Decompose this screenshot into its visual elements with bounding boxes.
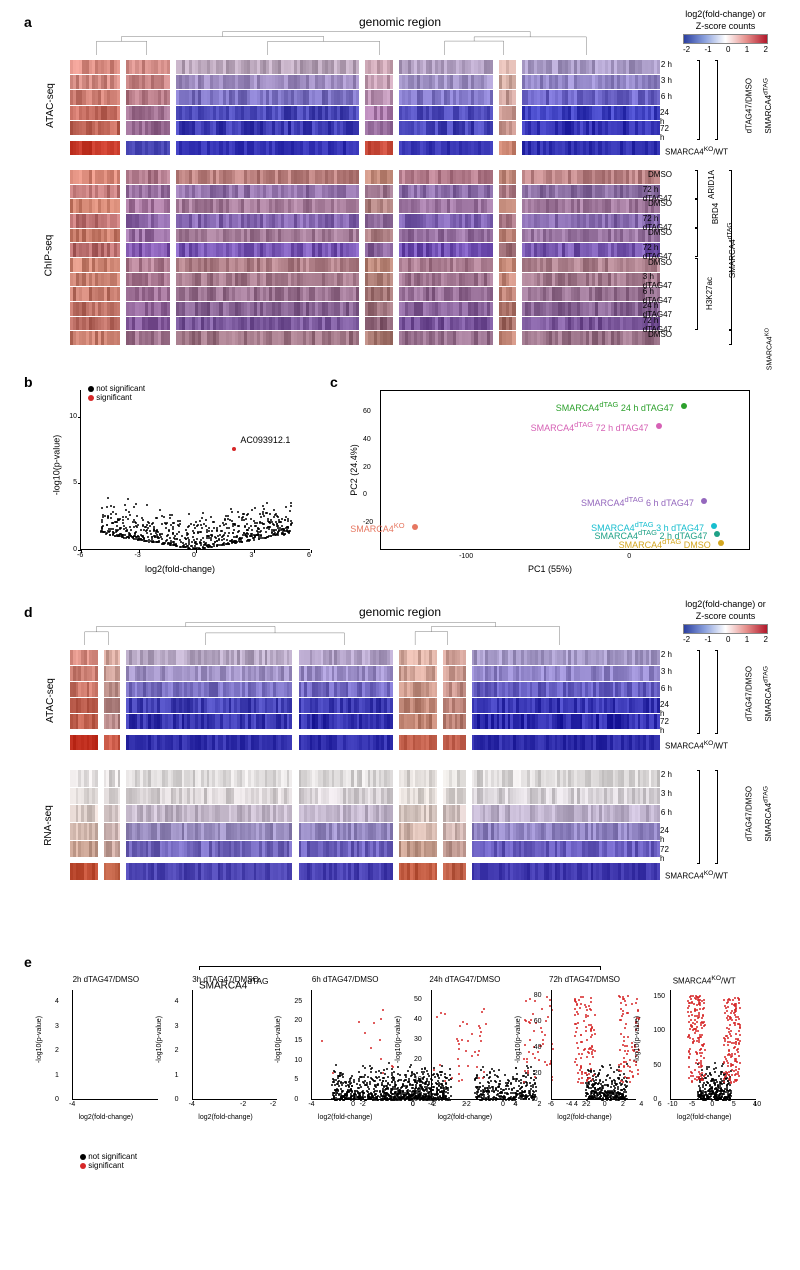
panel-d-title: genomic region (359, 605, 441, 619)
panel-b: not significant significant -6-30360510A… (40, 380, 320, 580)
side-label-rna-d: RNA-seq (43, 805, 54, 846)
dendrogram-d (70, 620, 660, 645)
panel-label-e: e (24, 954, 32, 970)
panel-label-a: a (24, 14, 32, 30)
panel-d: genomic region log2(fold-change) or Z-sc… (40, 610, 760, 920)
mini-volcano: 3h dTAG47/DMSO-4-202401234-log10(p-value… (170, 985, 282, 1125)
side-label-atac-d: ATAC-seq (45, 678, 56, 723)
panel-c: -1000-200204060SMARCA4dTAG 24 h dTAG47SM… (340, 380, 760, 580)
mini-volcano: 72h dTAG47/DMSO-6-4-20246020406080-log10… (529, 985, 641, 1125)
ylabel-b: -log10(p-value) (51, 435, 61, 496)
side-label-chip: ChIP-seq (43, 235, 54, 277)
heatmap-d-rna (70, 770, 660, 880)
ylabel-c: PC2 (24.4%) (349, 444, 359, 496)
side-label-atac: ATAC-seq (45, 83, 56, 128)
panel-label-c: c (330, 374, 338, 390)
panel-a-title: genomic region (359, 15, 441, 29)
mini-volcano: 6h dTAG47/DMSO-4-20240510152025-log10(p-… (289, 985, 401, 1125)
panel-e: SMARCA4dTAG 2h dTAG47/DMSO-4-202401234-l… (40, 960, 760, 1200)
legend-e: not significant significant (80, 1152, 137, 1170)
xlabel-b: log2(fold-change) (145, 564, 215, 574)
heatmap-a-chip (70, 170, 660, 345)
heatmap-a-atac (70, 60, 660, 155)
mini-volcano: 2h dTAG47/DMSO-4-202401234-log10(p-value… (50, 985, 162, 1125)
pca-axes: -1000-200204060SMARCA4dTAG 24 h dTAG47SM… (380, 390, 750, 550)
mini-volcano: SMARCA4KO/WT-10-50510050100150-log10(p-v… (648, 985, 760, 1125)
panel-label-b: b (24, 374, 33, 390)
dendrogram-a (70, 30, 660, 55)
heatmap-d-atac (70, 650, 660, 750)
panel-a: genomic region log2(fold-change) or Z-sc… (40, 20, 760, 360)
panel-label-d: d (24, 604, 33, 620)
colorbar-title-1: log2(fold-change) or (683, 10, 768, 20)
mini-volcano-row: 2h dTAG47/DMSO-4-202401234-log10(p-value… (50, 985, 760, 1125)
volcano-b-axes: -6-30360510AC093912.1 (80, 390, 310, 550)
mini-volcano: 24h dTAG47/DMSO-4-202401020304050-log10(… (409, 985, 521, 1125)
xlabel-c: PC1 (55%) (528, 564, 572, 574)
